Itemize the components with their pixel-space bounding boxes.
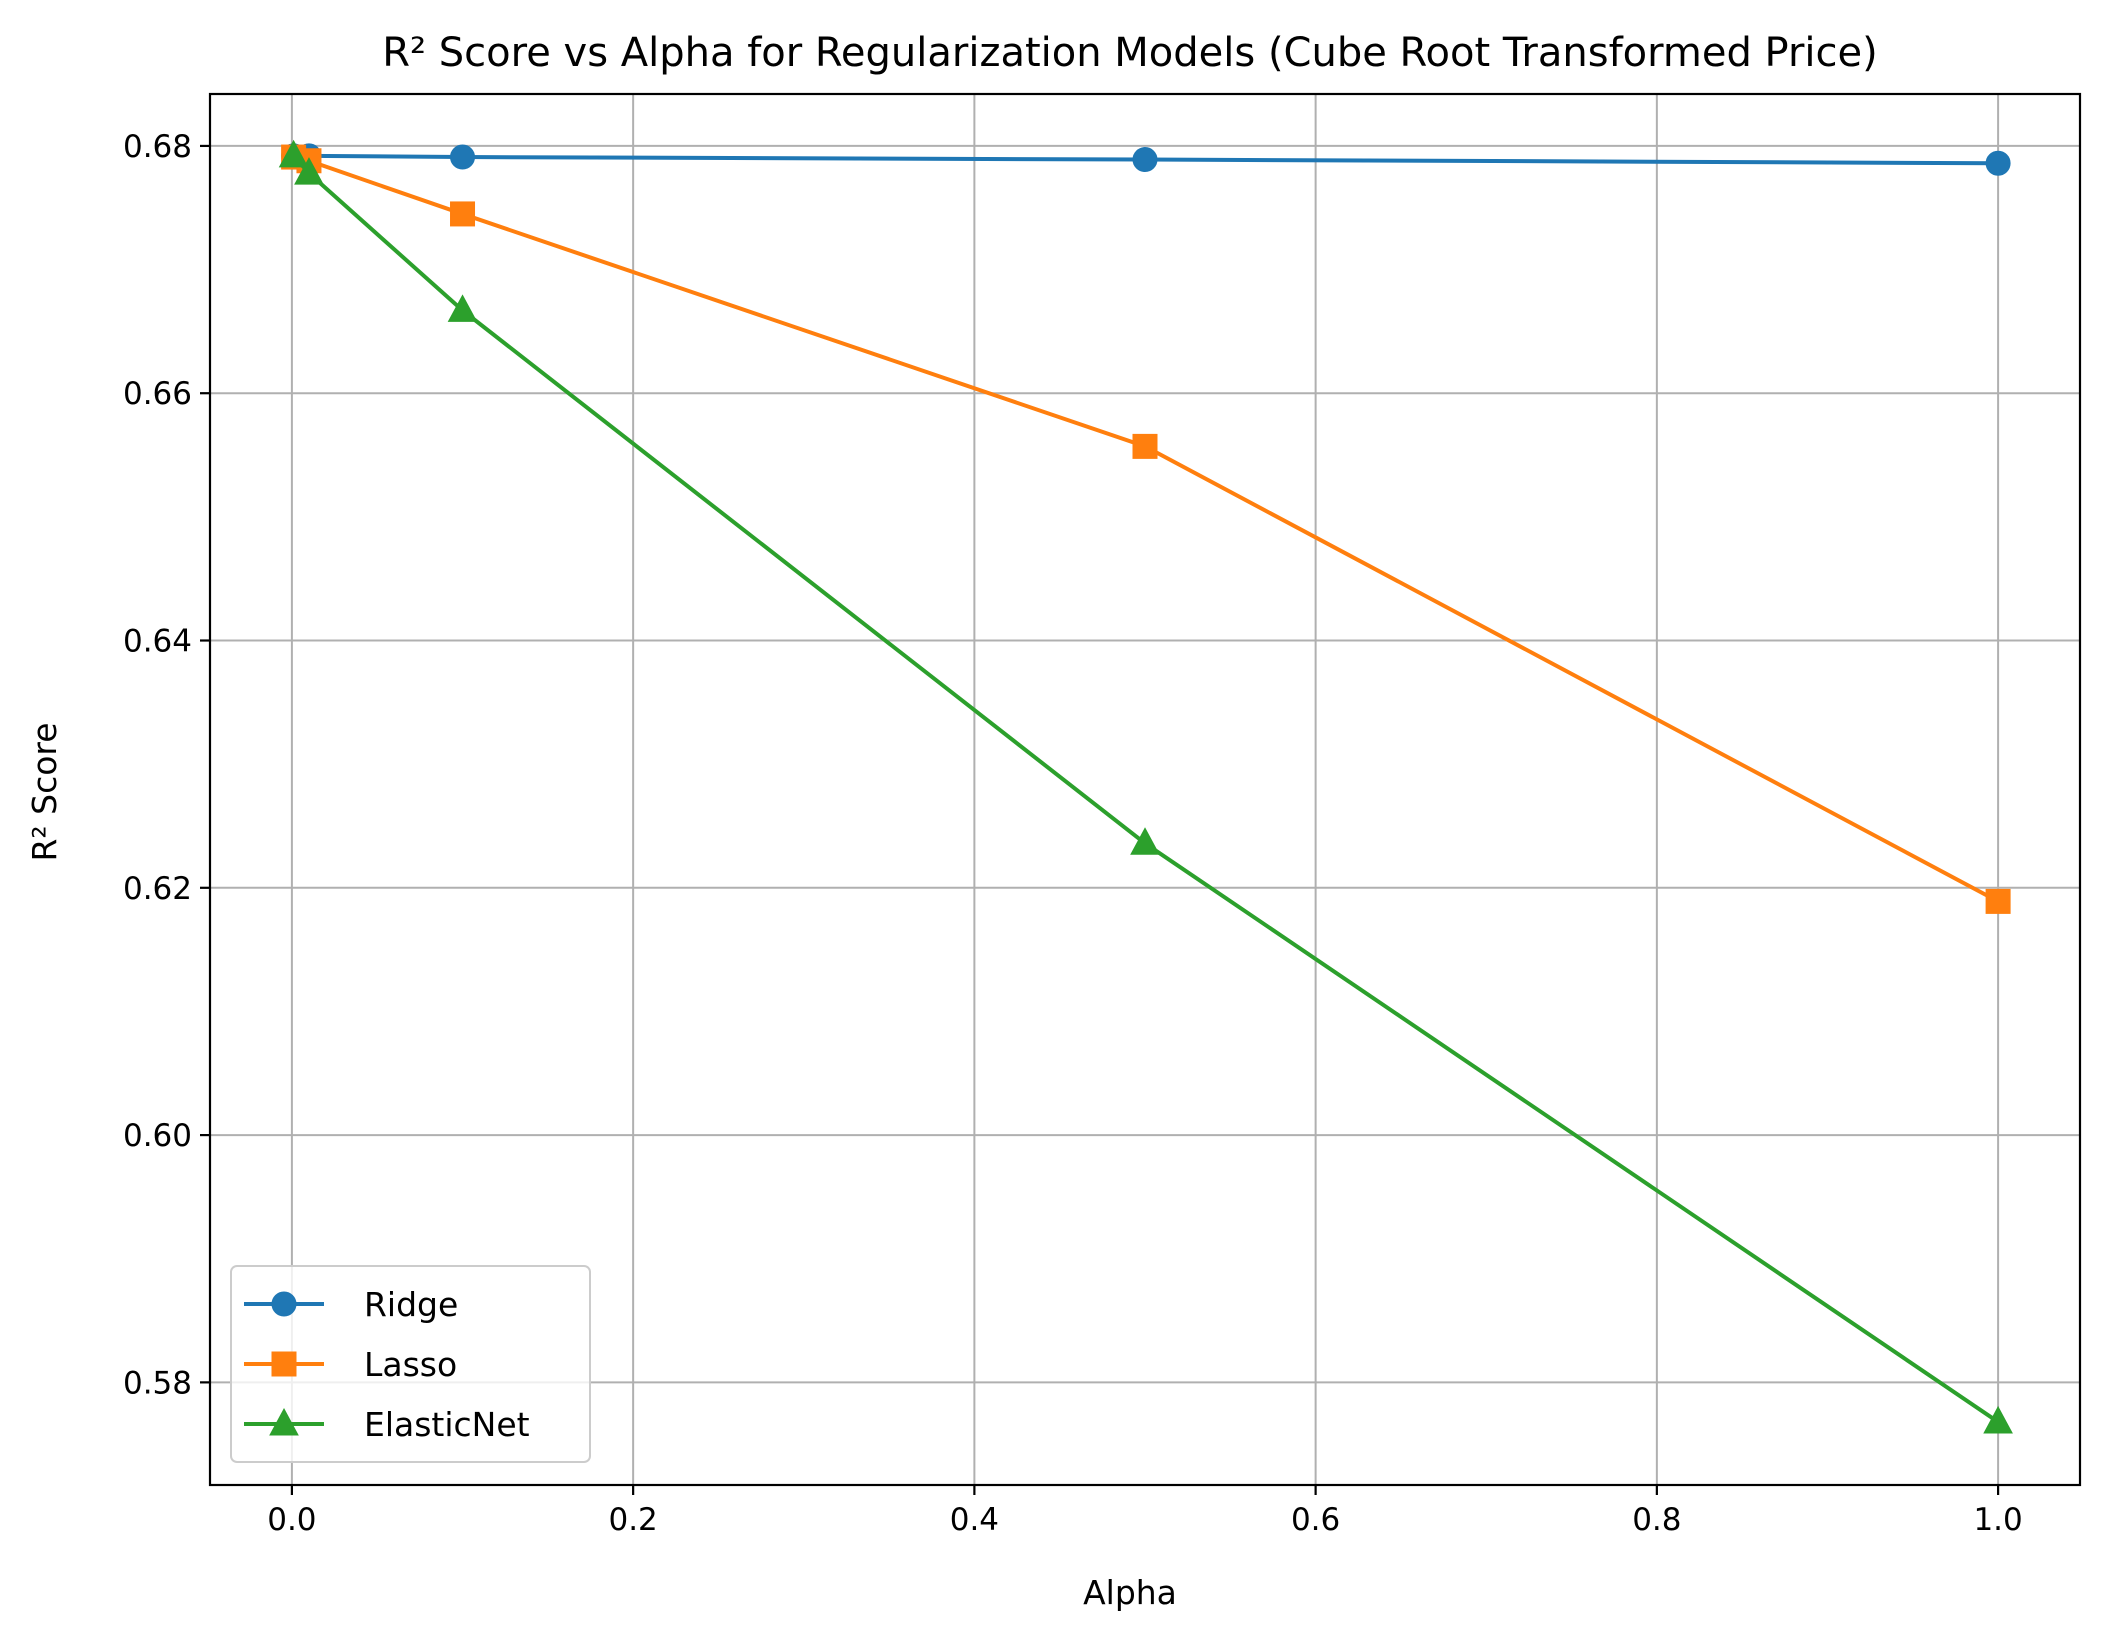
x-tick-label: 0.0 (267, 1502, 316, 1538)
y-tick-label: 0.60 (123, 1118, 192, 1154)
elasticnet-point (1983, 1405, 2013, 1434)
elasticnet-point (1130, 827, 1160, 855)
lasso-point (1985, 888, 2011, 914)
legend: Ridge Lasso ElasticNet (230, 1265, 591, 1463)
y-tick-label: 0.58 (123, 1365, 192, 1401)
legend-item-elasticnet: ElasticNet (244, 1405, 530, 1444)
lasso-point (450, 201, 476, 227)
ridge-series (281, 143, 2011, 176)
plot-frame (208, 92, 2082, 1487)
elasticnet-point (447, 294, 478, 322)
lasso-series (281, 144, 2011, 914)
ridge-point (1132, 147, 1158, 173)
legend-label: ElasticNet (364, 1405, 530, 1444)
ridge-point (1985, 150, 2011, 176)
x-tick-label: 0.8 (1632, 1502, 1681, 1538)
y-tick-label: 0.64 (123, 624, 192, 660)
legend-marker (271, 1351, 297, 1377)
legend-box (230, 1265, 591, 1463)
y-tick-label: 0.66 (123, 376, 192, 412)
legend-item-lasso: Lasso (244, 1345, 457, 1384)
legend-marker (271, 1291, 297, 1317)
y-tick-label: 0.62 (123, 871, 192, 907)
lasso-line (293, 155, 2000, 904)
x-tick-label: 0.2 (608, 1502, 657, 1538)
x-tick-label: 1.0 (1973, 1502, 2022, 1538)
elasticnet-point (294, 157, 324, 185)
series-layer (278, 139, 2013, 1434)
x-axis-label: Alpha (1083, 1573, 1177, 1612)
y-tick-label: 0.68 (123, 129, 192, 165)
chart-title: R² Score vs Alpha for Regularization Mod… (382, 30, 1878, 76)
lasso-point (1132, 433, 1158, 459)
y-axis-label: R² Score (25, 722, 64, 861)
elasticnet-point (278, 139, 309, 168)
ridge-point (450, 144, 476, 170)
legend-marker (269, 1407, 299, 1436)
axis-ticks: 0.0 0.2 0.4 0.6 0.8 1.0 0.58 0.60 0.62 0.64 0.66 0.… (123, 129, 2023, 1538)
x-tick-label: 0.4 (950, 1502, 999, 1538)
elasticnet-line (292, 154, 2000, 1424)
x-tick-label: 0.6 (1291, 1502, 1340, 1538)
legend-label: Lasso (364, 1345, 457, 1384)
legend-item-ridge: Ridge (244, 1285, 458, 1324)
elasticnet-series (278, 139, 2013, 1434)
legend-label: Ridge (364, 1285, 458, 1324)
